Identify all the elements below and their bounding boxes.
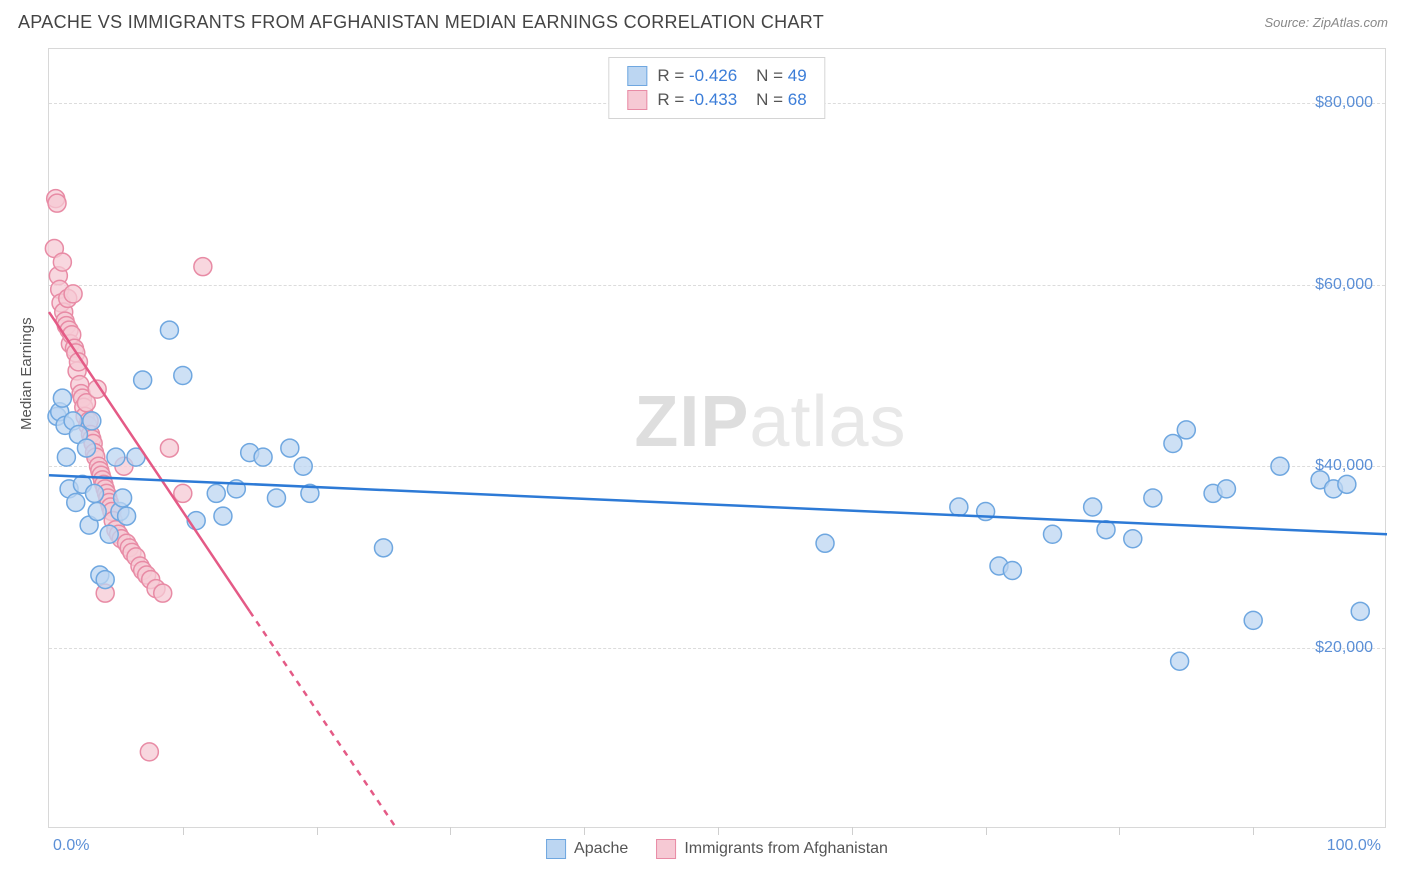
data-point [1084,498,1102,516]
data-point [83,412,101,430]
data-point [85,484,103,502]
apache-legend-swatch-icon [546,839,566,859]
x-tick [450,827,451,835]
stats-row-afghan: R = -0.433 N = 68 [627,88,806,112]
series-legend: Apache Immigrants from Afghanistan [546,839,888,859]
data-point [207,484,225,502]
data-point [174,484,192,502]
x-tick [584,827,585,835]
data-point [174,367,192,385]
data-point [140,743,158,761]
data-point [1351,602,1369,620]
data-point [294,457,312,475]
data-point [1124,530,1142,548]
x-tick [317,827,318,835]
data-point [96,571,114,589]
data-point [160,439,178,457]
data-point [100,525,118,543]
x-max-label: 100.0% [1327,837,1381,855]
x-tick [183,827,184,835]
data-point [1171,652,1189,670]
y-axis-label: Median Earnings [18,317,35,430]
data-point [77,439,95,457]
data-point [134,371,152,389]
data-point [1144,489,1162,507]
data-point [1338,475,1356,493]
data-point [194,258,212,276]
data-point [1164,435,1182,453]
x-min-label: 0.0% [53,837,89,855]
x-tick [986,827,987,835]
data-point [281,439,299,457]
data-point [57,448,75,466]
x-tick [718,827,719,835]
data-point [1217,480,1235,498]
legend-label: Apache [574,840,628,858]
legend-item-apache: Apache [546,839,628,859]
data-point [1244,611,1262,629]
x-tick [1253,827,1254,835]
legend-label: Immigrants from Afghanistan [684,840,888,858]
data-point [1044,525,1062,543]
data-point [1097,521,1115,539]
data-point [53,389,71,407]
data-point [48,194,66,212]
data-point [267,489,285,507]
apache-swatch-icon [627,66,647,86]
data-point [67,493,85,511]
trend-line [250,611,397,829]
data-point [107,448,125,466]
x-tick [1119,827,1120,835]
data-point [160,321,178,339]
data-point [214,507,232,525]
legend-item-afghan: Immigrants from Afghanistan [656,839,888,859]
data-point [375,539,393,557]
data-point [88,503,106,521]
chart-plot-area: ZIPatlas $20,000$40,000$60,000$80,000 R … [48,48,1386,828]
data-point [950,498,968,516]
scatter-plot-svg [49,49,1385,827]
afghan-swatch-icon [627,90,647,110]
data-point [1177,421,1195,439]
data-point [154,584,172,602]
correlation-stats-box: R = -0.426 N = 49 R = -0.433 N = 68 [608,57,825,119]
stats-row-apache: R = -0.426 N = 49 [627,64,806,88]
data-point [816,534,834,552]
source-attribution: Source: ZipAtlas.com [1264,15,1388,30]
data-point [1271,457,1289,475]
data-point [114,489,132,507]
x-tick [852,827,853,835]
data-point [53,253,71,271]
data-point [64,285,82,303]
data-point [1003,562,1021,580]
data-point [118,507,136,525]
trend-line [49,475,1387,534]
chart-title: APACHE VS IMMIGRANTS FROM AFGHANISTAN ME… [18,12,824,33]
data-point [254,448,272,466]
afghan-legend-swatch-icon [656,839,676,859]
